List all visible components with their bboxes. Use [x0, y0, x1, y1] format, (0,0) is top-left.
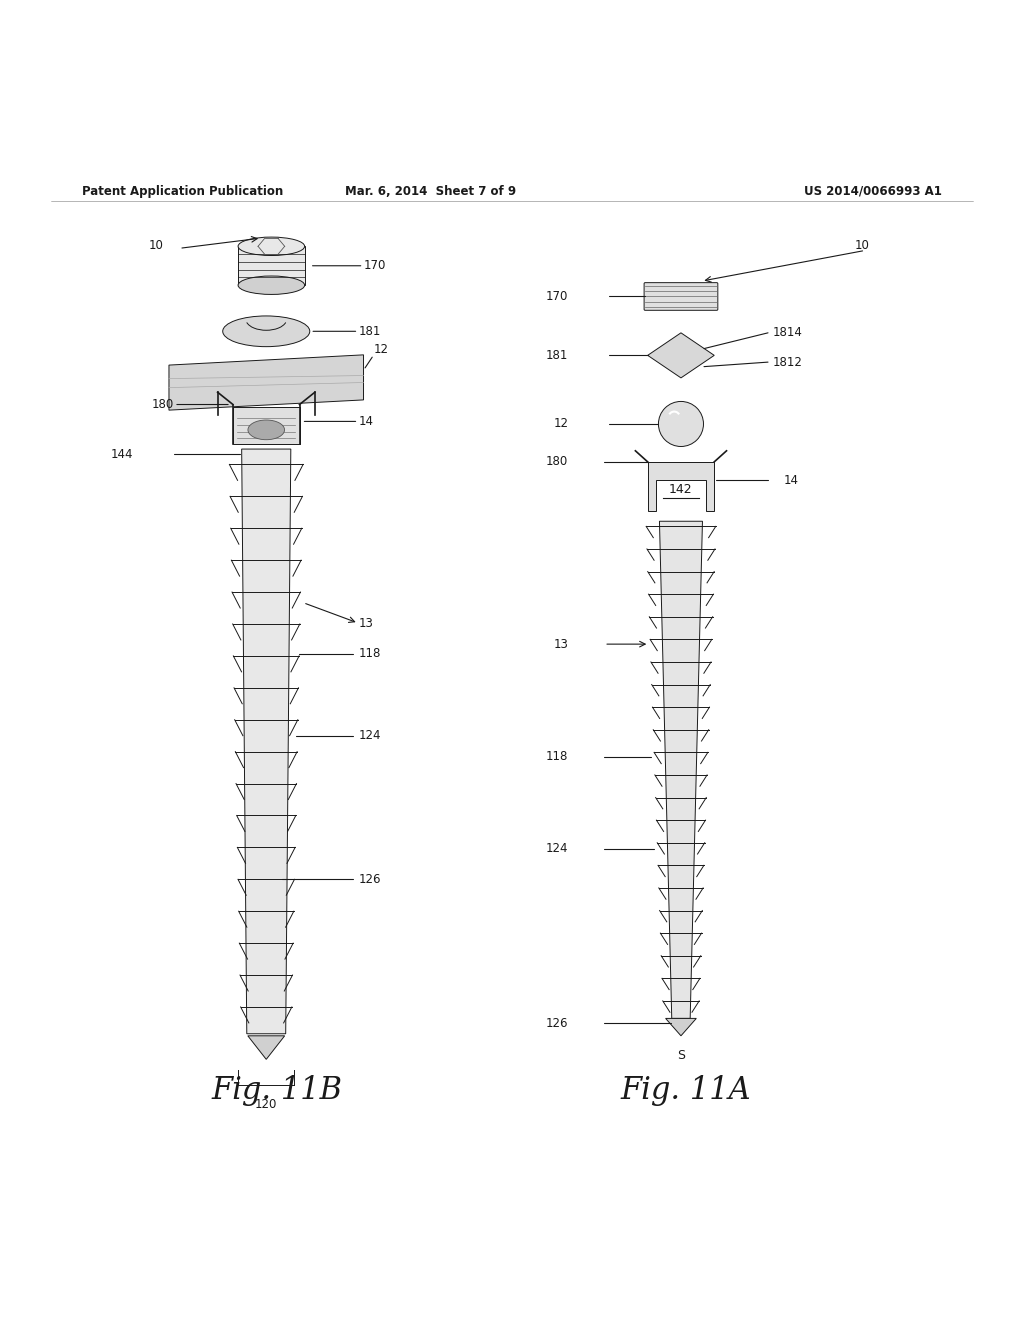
Ellipse shape	[248, 420, 285, 440]
Polygon shape	[169, 355, 364, 411]
Text: Fig. 11B: Fig. 11B	[211, 1074, 342, 1106]
Ellipse shape	[238, 276, 305, 294]
Text: 180: 180	[152, 399, 174, 411]
Ellipse shape	[238, 238, 305, 256]
Text: 124: 124	[546, 842, 568, 855]
Text: Mar. 6, 2014  Sheet 7 of 9: Mar. 6, 2014 Sheet 7 of 9	[344, 185, 516, 198]
Text: 10: 10	[148, 239, 164, 252]
Text: 12: 12	[553, 417, 568, 430]
Text: 13: 13	[553, 638, 568, 651]
Text: 144: 144	[111, 447, 133, 461]
Polygon shape	[659, 521, 702, 1019]
Text: 118: 118	[358, 647, 381, 660]
Polygon shape	[666, 1019, 696, 1036]
Ellipse shape	[223, 315, 309, 347]
Polygon shape	[648, 462, 715, 511]
Text: Fig. 11A: Fig. 11A	[621, 1074, 752, 1106]
Text: 14: 14	[358, 414, 374, 428]
Text: 126: 126	[358, 873, 381, 886]
Text: 170: 170	[364, 259, 386, 272]
Polygon shape	[242, 449, 291, 1034]
Text: 1812: 1812	[773, 355, 803, 368]
Text: S: S	[677, 1049, 685, 1063]
Text: 170: 170	[546, 290, 568, 304]
Text: 13: 13	[358, 616, 374, 630]
Circle shape	[658, 401, 703, 446]
Text: 118: 118	[546, 750, 568, 763]
Text: 124: 124	[358, 729, 381, 742]
Polygon shape	[648, 333, 715, 378]
Text: 181: 181	[358, 325, 381, 338]
Text: 126: 126	[546, 1016, 568, 1030]
Text: 180: 180	[546, 455, 568, 469]
Text: 120: 120	[255, 1098, 278, 1111]
Text: 10: 10	[855, 239, 870, 252]
Polygon shape	[238, 247, 305, 285]
Text: 12: 12	[374, 343, 389, 356]
Text: Patent Application Publication: Patent Application Publication	[82, 185, 284, 198]
Text: 142: 142	[669, 483, 693, 496]
FancyBboxPatch shape	[644, 282, 718, 310]
Text: US 2014/0066993 A1: US 2014/0066993 A1	[804, 185, 942, 198]
Polygon shape	[233, 408, 299, 444]
Text: 181: 181	[546, 348, 568, 362]
Text: 1814: 1814	[773, 326, 803, 339]
Text: 14: 14	[783, 474, 799, 487]
Polygon shape	[248, 1036, 285, 1060]
